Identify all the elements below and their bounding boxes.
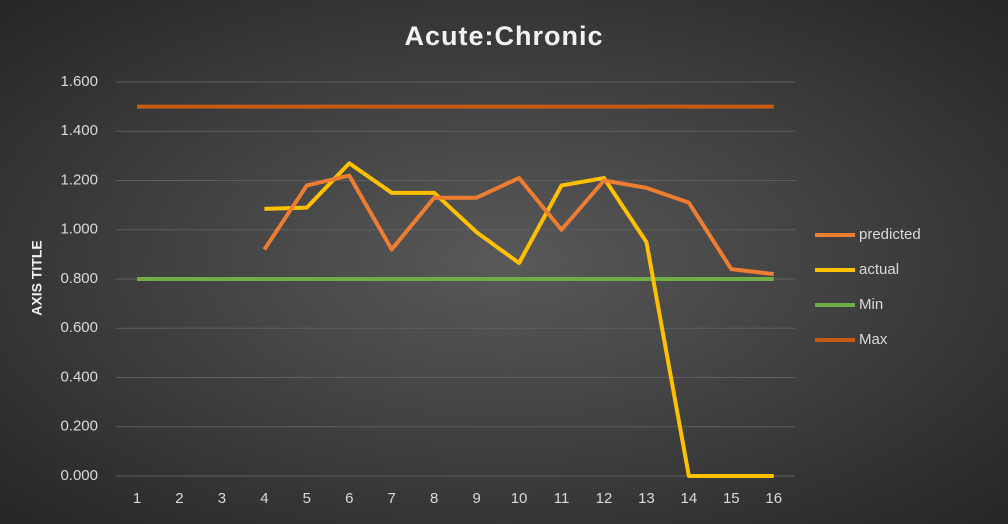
series-line [262, 173, 775, 277]
x-tick-label: 3 [218, 490, 226, 507]
y-tick-label: 0.200 [60, 418, 98, 435]
x-tick-label: 5 [303, 490, 311, 507]
x-tick-label: 7 [388, 490, 396, 507]
y-tick-label: 1.400 [60, 122, 98, 139]
series-line [264, 161, 774, 478]
legend-label: actual [859, 261, 899, 278]
x-tick-label: 16 [765, 490, 782, 507]
chart-title: Acute:Chronic [404, 21, 603, 51]
y-tick-label: 0.800 [60, 270, 98, 287]
legend-label: Min [859, 296, 883, 313]
x-tick-label: 11 [554, 490, 570, 507]
x-tick-label: 6 [345, 490, 353, 507]
legend-label: predicted [859, 226, 921, 243]
x-tick-label: 4 [260, 490, 268, 507]
x-tick-label: 10 [511, 490, 528, 507]
x-tick-label: 15 [723, 490, 740, 507]
y-axis-title: AXIS TITLE [29, 240, 45, 315]
x-tick-label: 1 [133, 490, 141, 507]
legend-label: Max [859, 331, 888, 348]
x-tick-label: 8 [430, 490, 438, 507]
x-tick-label: 12 [596, 490, 613, 507]
y-tick-label: 1.200 [60, 171, 98, 188]
x-tick-label: 9 [472, 490, 480, 507]
y-tick-label: 1.000 [60, 221, 98, 238]
y-tick-label: 1.600 [60, 73, 98, 90]
y-tick-label: 0.000 [60, 467, 98, 484]
y-tick-label: 0.600 [60, 319, 98, 336]
y-tick-label: 0.400 [60, 368, 98, 385]
x-tick-label: 13 [638, 490, 655, 507]
x-tick-label: 14 [681, 490, 698, 507]
x-tick-label: 2 [175, 490, 183, 507]
